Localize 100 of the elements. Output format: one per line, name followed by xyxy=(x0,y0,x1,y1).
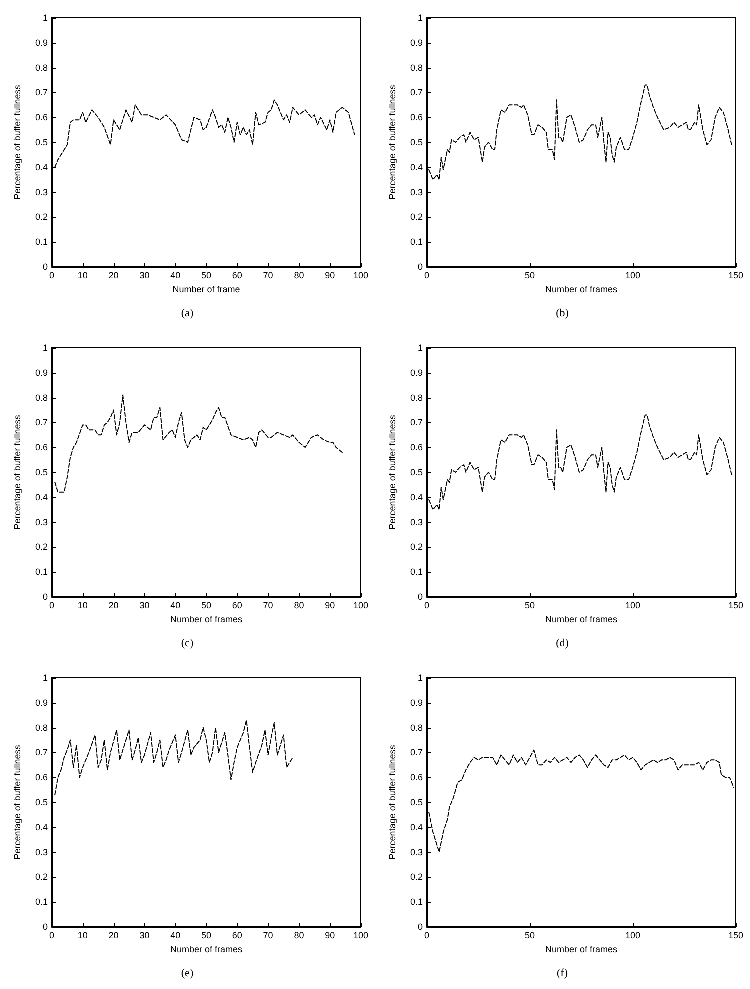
text: (b) xyxy=(556,308,570,320)
x-tick-label: 0 xyxy=(424,270,430,280)
y-tick-label: 0.2 xyxy=(410,212,423,222)
x-tick-label: 70 xyxy=(263,930,274,940)
x-tick-label: 30 xyxy=(140,930,150,940)
y-tick-label: 0.5 xyxy=(410,138,423,148)
x-tick-label: 20 xyxy=(108,270,119,280)
x-tick-label: 150 xyxy=(728,930,744,940)
y-axis-title: Percentage of buffer fullness xyxy=(388,414,398,530)
y-tick-label: 1 xyxy=(418,13,423,23)
x-tick-label: 10 xyxy=(78,270,88,280)
x-tick-label: 90 xyxy=(325,930,336,940)
x-tick-label: 0 xyxy=(424,600,430,610)
x-tick-label: 70 xyxy=(263,600,274,610)
y-tick-label: 0.4 xyxy=(35,492,48,502)
x-tick-label: 100 xyxy=(353,270,369,280)
y-axis-title: Percentage of buffer fullness xyxy=(388,84,398,200)
y-tick-label: 0.5 xyxy=(35,138,48,148)
y-tick-label: 0.9 xyxy=(35,698,48,708)
y-tick-label: 0.7 xyxy=(35,88,48,98)
x-tick-label: 100 xyxy=(353,930,369,940)
x-tick-label: 50 xyxy=(201,270,212,280)
x-tick-label: 100 xyxy=(625,930,641,940)
x-tick-label: 0 xyxy=(424,930,430,940)
y-tick-label: 0.4 xyxy=(410,822,423,832)
x-axis-title: Number of frames xyxy=(545,284,618,294)
y-tick-label: 0.3 xyxy=(35,847,48,858)
x-tick-label: 60 xyxy=(232,270,242,280)
y-tick-label: 0.4 xyxy=(410,492,423,502)
x-tick-label: 30 xyxy=(140,600,150,610)
y-tick-label: 0.9 xyxy=(410,698,423,708)
y-axis-title: Percentage of buffer fullness xyxy=(388,744,398,860)
x-tick-label: 10 xyxy=(78,930,88,940)
y-tick-label: 0.8 xyxy=(410,722,423,733)
y-tick-label: 1 xyxy=(42,343,48,353)
text: (a) xyxy=(181,308,194,320)
y-tick-label: 0.9 xyxy=(35,368,48,378)
x-tick-label: 90 xyxy=(325,270,336,280)
y-tick-label: 1 xyxy=(42,673,48,683)
y-tick-label: 0.7 xyxy=(35,418,48,428)
y-tick-label: 1 xyxy=(418,673,423,683)
x-tick-label: 150 xyxy=(728,600,744,610)
x-axis-title: Number of frames xyxy=(170,944,244,954)
y-tick-label: 0.3 xyxy=(410,517,423,528)
text: (e) xyxy=(181,968,194,980)
x-tick-label: 90 xyxy=(325,600,336,610)
x-tick-label: 100 xyxy=(353,600,369,610)
y-tick-label: 0.3 xyxy=(410,847,423,858)
y-tick-label: 0.2 xyxy=(410,542,423,552)
text: (c) xyxy=(181,638,194,650)
x-tick-label: 100 xyxy=(625,270,641,280)
y-tick-label: 0.1 xyxy=(410,897,423,908)
x-tick-label: 0 xyxy=(49,600,55,610)
x-axis-title: Number of frame xyxy=(172,284,240,294)
x-tick-label: 80 xyxy=(294,270,304,280)
y-tick-label: 0.8 xyxy=(410,62,423,73)
x-axis-title: Number of frames xyxy=(545,944,618,954)
y-tick-label: 0.9 xyxy=(410,368,423,378)
y-tick-label: 0.8 xyxy=(35,392,48,403)
y-tick-label: 0 xyxy=(42,262,48,272)
y-tick-label: 0.6 xyxy=(35,112,48,123)
x-tick-label: 100 xyxy=(625,600,641,610)
y-tick-label: 0.3 xyxy=(35,187,48,198)
x-tick-label: 150 xyxy=(728,270,744,280)
y-tick-label: 0.2 xyxy=(410,872,423,882)
y-tick-label: 0.7 xyxy=(410,88,423,98)
y-tick-label: 0.9 xyxy=(410,38,423,48)
y-tick-label: 0.9 xyxy=(35,38,48,48)
x-tick-label: 70 xyxy=(263,270,274,280)
y-tick-label: 0.5 xyxy=(410,798,423,808)
x-tick-label: 40 xyxy=(170,930,181,940)
x-tick-label: 80 xyxy=(294,600,304,610)
y-tick-label: 0.2 xyxy=(35,542,48,552)
x-tick-label: 40 xyxy=(170,600,181,610)
y-axis-title: Percentage of buffer fullness xyxy=(12,744,22,860)
y-tick-label: 0 xyxy=(42,592,48,602)
y-tick-label: 0.8 xyxy=(35,62,48,73)
x-tick-label: 60 xyxy=(232,600,242,610)
x-tick-label: 0 xyxy=(49,930,55,940)
y-tick-label: 0.6 xyxy=(35,772,48,783)
y-axis-title: Percentage of buffer fullness xyxy=(12,84,22,200)
y-tick-label: 0 xyxy=(42,922,48,932)
y-tick-label: 0.6 xyxy=(410,442,423,453)
x-tick-label: 0 xyxy=(49,270,55,280)
text: (d) xyxy=(556,638,570,650)
y-tick-label: 0.5 xyxy=(410,468,423,478)
x-tick-label: 30 xyxy=(140,270,150,280)
x-tick-label: 40 xyxy=(170,270,181,280)
y-tick-label: 0.2 xyxy=(35,872,48,882)
y-tick-label: 0.4 xyxy=(35,822,48,832)
y-tick-label: 0.6 xyxy=(35,442,48,453)
x-tick-label: 50 xyxy=(201,600,212,610)
y-tick-label: 0.4 xyxy=(410,162,423,172)
x-tick-label: 20 xyxy=(108,600,119,610)
y-tick-label: 0.5 xyxy=(35,798,48,808)
y-tick-label: 0.8 xyxy=(35,722,48,733)
x-tick-label: 50 xyxy=(201,930,212,940)
y-tick-label: 0.7 xyxy=(410,748,423,758)
y-tick-label: 0.3 xyxy=(35,517,48,528)
y-tick-label: 0.2 xyxy=(35,212,48,222)
